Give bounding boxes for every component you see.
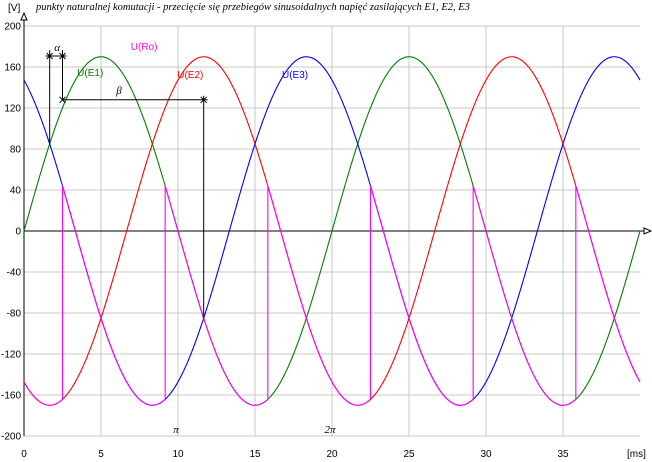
- axes: [20, 11, 652, 436]
- x-axis-arrow: [643, 227, 652, 235]
- dimension-tick: [200, 96, 208, 104]
- y-tick-label: 0: [15, 227, 21, 238]
- series-label: U(E1): [77, 68, 103, 79]
- chart-title: punkty naturalnej komutacji - przecięcie…: [35, 2, 470, 13]
- y-tick-label: 200: [4, 22, 21, 33]
- series-label: U(E3): [282, 70, 308, 81]
- y-tick-label: -200: [1, 432, 21, 443]
- y-tick-label: 40: [10, 186, 22, 197]
- dimension-tick: [59, 96, 66, 104]
- dimension-tick: [46, 52, 54, 60]
- series-layer: U(E1) U(E2) U(E3) U(Ro): [23, 42, 641, 406]
- y-tick-label: 120: [4, 104, 21, 115]
- x-tick-label: 30: [480, 449, 492, 460]
- dimension-tick: [59, 52, 66, 60]
- phase-label: π: [173, 424, 179, 436]
- y-tick-label: -40: [7, 268, 22, 279]
- beta-label: β: [115, 85, 122, 97]
- x-tick-label: 5: [98, 449, 104, 460]
- x-axis-label: [ms]: [627, 449, 646, 460]
- y-axis-arrow: [20, 11, 28, 21]
- x-tick-label: 0: [21, 449, 27, 460]
- y-axis-label: [V]: [8, 3, 20, 14]
- series-label: U(E2): [177, 70, 203, 81]
- series-uro: [23, 185, 641, 406]
- x-tick-label: 10: [172, 449, 184, 460]
- x-tick-label: 15: [249, 449, 261, 460]
- y-tick-label: 80: [10, 145, 22, 156]
- phase-label: 2π: [324, 424, 336, 436]
- y-tick-label: -120: [1, 350, 21, 361]
- x-tick-label: 25: [403, 449, 415, 460]
- alpha-label: α: [54, 42, 60, 54]
- series-label: U(Ro): [131, 42, 158, 53]
- annotation-layer: α β π 2π: [45, 42, 336, 436]
- y-tick-label: -80: [7, 309, 22, 320]
- y-tick-label: 160: [4, 63, 21, 74]
- x-tick-label: 35: [557, 449, 569, 460]
- x-tick-label: 20: [326, 449, 338, 460]
- y-tick-label: -160: [1, 391, 21, 402]
